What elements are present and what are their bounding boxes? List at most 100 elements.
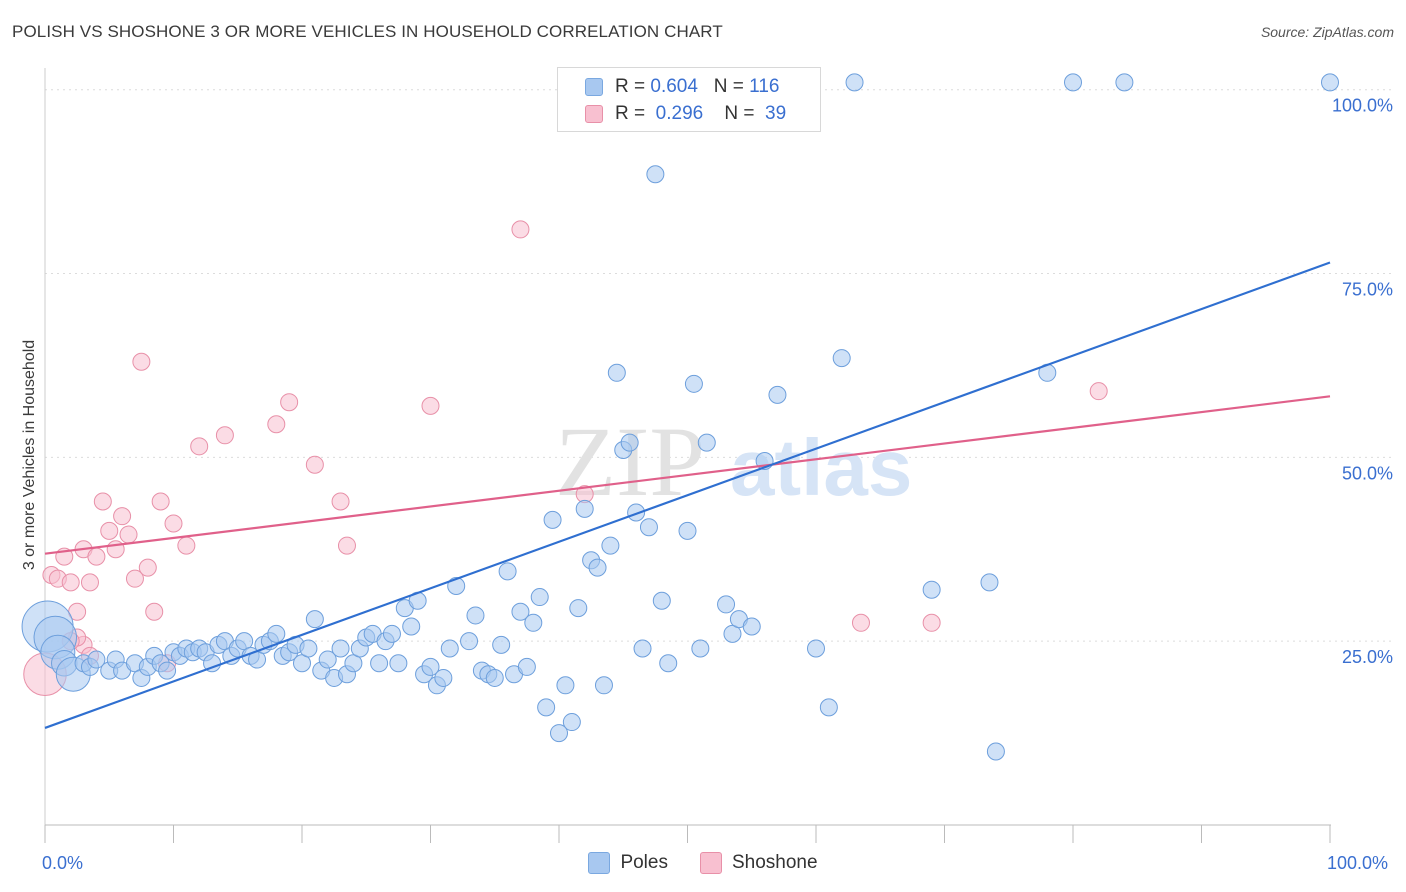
shoshone-point bbox=[119, 525, 138, 544]
shoshone-point bbox=[421, 396, 440, 415]
poles-point bbox=[460, 632, 479, 651]
shoshone-points bbox=[23, 220, 1108, 697]
y-tick-label: 50.0% bbox=[1342, 463, 1393, 483]
poles-point bbox=[627, 503, 646, 522]
poles-point bbox=[370, 654, 389, 673]
poles-point bbox=[543, 510, 562, 529]
legend-r-label: R = bbox=[615, 76, 646, 97]
y-tick-label: 25.0% bbox=[1342, 647, 1393, 667]
shoshone-point bbox=[164, 514, 183, 533]
legend-r-value: 0.604 bbox=[650, 76, 698, 97]
poles-point bbox=[562, 713, 581, 732]
poles-point bbox=[305, 610, 324, 629]
y-tick-labels: 25.0% 50.0% 75.0% 100.0% bbox=[1332, 96, 1393, 667]
shoshone-point bbox=[1089, 382, 1108, 401]
poles-point bbox=[492, 635, 511, 654]
poles-point bbox=[331, 639, 350, 658]
stats-legend: R = 0.604 N = 116 R = 0.296 N = 39 bbox=[557, 67, 821, 132]
poles-point bbox=[717, 595, 736, 614]
legend-swatch-poles bbox=[588, 852, 611, 874]
shoshone-point bbox=[125, 569, 144, 588]
poles-point bbox=[652, 591, 671, 610]
poles-point bbox=[382, 624, 401, 643]
legend-n-value: 116 bbox=[749, 76, 780, 97]
shoshone-point bbox=[132, 352, 151, 371]
poles-point bbox=[434, 668, 453, 687]
shoshone-point bbox=[87, 547, 106, 566]
trend-lines bbox=[44, 261, 1331, 729]
poles-point bbox=[588, 558, 607, 577]
poles-point bbox=[537, 698, 556, 717]
poles-point bbox=[832, 349, 851, 368]
poles-point bbox=[87, 650, 106, 669]
legend-n-label: N = bbox=[724, 103, 755, 124]
source-credit: Source: ZipAtlas.com bbox=[1260, 24, 1394, 40]
poles-point bbox=[569, 599, 588, 618]
poles-point bbox=[158, 661, 177, 680]
poles-point bbox=[440, 639, 459, 658]
legend-swatch-shoshone bbox=[585, 105, 603, 123]
shoshone-point bbox=[190, 437, 209, 456]
x-tick-label-min: 0.0% bbox=[42, 853, 84, 873]
shoshone-point bbox=[511, 220, 530, 239]
poles-point bbox=[678, 521, 697, 540]
watermark: ZIP atlas bbox=[555, 406, 912, 517]
shoshone-point bbox=[80, 573, 99, 592]
shoshone-point bbox=[280, 393, 299, 412]
shoshone-point bbox=[93, 492, 112, 511]
x-tick-label-max: 100.0% bbox=[1327, 853, 1389, 873]
y-tick-label: 100.0% bbox=[1332, 96, 1393, 116]
poles-point bbox=[659, 654, 678, 673]
legend-label-shoshone: Shoshone bbox=[731, 852, 818, 873]
poles-point bbox=[601, 536, 620, 555]
shoshone-trend-line bbox=[44, 395, 1331, 555]
poles-point bbox=[575, 499, 594, 518]
shoshone-point bbox=[113, 507, 132, 526]
shoshone-point bbox=[100, 521, 119, 540]
poles-point bbox=[389, 654, 408, 673]
poles-point bbox=[691, 639, 710, 658]
poles-point bbox=[633, 639, 652, 658]
poles-point bbox=[845, 73, 864, 92]
legend-r-label: R = bbox=[615, 103, 646, 124]
poles-point bbox=[639, 518, 658, 537]
poles-point bbox=[530, 588, 549, 607]
shoshone-point bbox=[922, 613, 941, 632]
poles-point bbox=[402, 617, 421, 636]
poles-point bbox=[1321, 73, 1339, 92]
poles-point bbox=[466, 606, 485, 625]
y-axis-label: 3 or more Vehicles in Household bbox=[21, 339, 38, 571]
poles-point bbox=[299, 639, 318, 658]
legend-row-poles: R = 0.604 N = 116 bbox=[558, 75, 779, 99]
shoshone-point bbox=[851, 613, 870, 632]
poles-point bbox=[607, 363, 626, 382]
legend-n-label: N = bbox=[713, 76, 744, 97]
legend-n-value: 39 bbox=[765, 103, 787, 124]
poles-point bbox=[646, 165, 665, 184]
poles-point bbox=[267, 624, 286, 643]
shoshone-point bbox=[151, 492, 170, 511]
poles-point bbox=[742, 617, 761, 636]
shoshone-point bbox=[305, 455, 324, 474]
legend-swatch-shoshone bbox=[699, 852, 722, 874]
poles-point bbox=[550, 724, 568, 743]
poles-points bbox=[21, 73, 1339, 761]
poles-point bbox=[498, 562, 517, 581]
shoshone-point bbox=[331, 492, 350, 511]
grid-lines bbox=[45, 89, 1395, 642]
legend-item-shoshone: Shoshone bbox=[699, 852, 818, 874]
chart-title: POLISH VS SHOSHONE 3 OR MORE VEHICLES IN… bbox=[12, 22, 723, 41]
poles-point bbox=[485, 668, 504, 687]
legend-r-value: 0.296 bbox=[655, 103, 704, 124]
legend-item-poles: Poles bbox=[588, 852, 668, 874]
poles-point bbox=[318, 650, 337, 669]
legend-row-shoshone: R = 0.296 N = 39 bbox=[558, 102, 786, 126]
poles-point bbox=[986, 742, 1005, 761]
series-legend: Poles Shoshone bbox=[0, 852, 1406, 874]
poles-point bbox=[922, 580, 941, 599]
poles-point bbox=[819, 698, 838, 717]
poles-point bbox=[1115, 73, 1134, 92]
poles-point bbox=[524, 613, 543, 632]
shoshone-point bbox=[145, 602, 164, 621]
